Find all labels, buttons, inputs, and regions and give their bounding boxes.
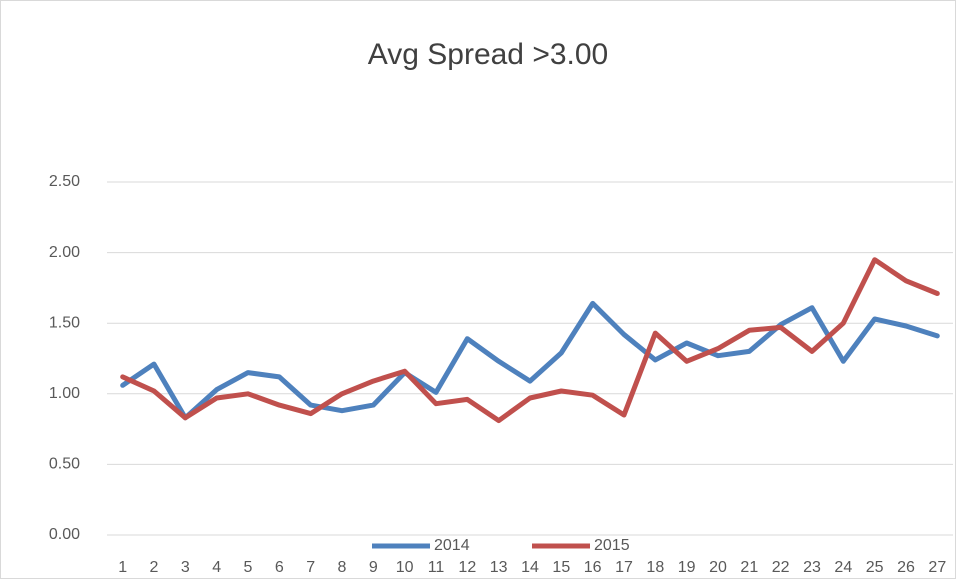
x-tick-label: 24	[834, 559, 852, 576]
x-tick-label: 5	[244, 559, 253, 576]
y-tick-label: 1.00	[49, 385, 80, 402]
x-tick-label: 25	[866, 559, 884, 576]
x-tick-label: 22	[772, 559, 790, 576]
x-tick-label: 8	[338, 559, 347, 576]
data-line	[120, 257, 940, 424]
x-tick-label: 19	[678, 559, 696, 576]
x-tick-label: 4	[212, 559, 221, 576]
y-tick-label: 0.00	[49, 526, 80, 543]
y-tick-label: 2.00	[49, 244, 80, 261]
x-tick-label: 13	[490, 559, 508, 576]
x-tick-label: 15	[552, 559, 570, 576]
legend-label: 2015	[594, 537, 630, 554]
x-tick-label: 27	[928, 559, 946, 576]
x-tick-label: 2	[150, 559, 159, 576]
data-line	[120, 300, 940, 421]
y-tick-label: 2.50	[49, 173, 80, 190]
x-tick-label: 7	[306, 559, 315, 576]
x-tick-label: 6	[275, 559, 284, 576]
x-tick-label: 18	[646, 559, 664, 576]
x-tick-label: 11	[428, 559, 445, 576]
x-tick-label: 9	[369, 559, 378, 576]
legend-label: 2014	[434, 537, 470, 554]
x-tick-label: 1	[118, 559, 127, 576]
x-tick-label: 23	[803, 559, 821, 576]
x-tick-label: 3	[181, 559, 190, 576]
x-tick-label: 21	[740, 559, 758, 576]
x-tick-label: 10	[396, 559, 414, 576]
y-tick-label: 1.50	[49, 314, 80, 331]
x-tick-label: 12	[458, 559, 476, 576]
x-tick-label: 14	[521, 559, 539, 576]
x-tick-label: 16	[584, 559, 602, 576]
x-tick-label: 17	[615, 559, 633, 576]
chart-title: Avg Spread >3.00	[368, 38, 608, 71]
x-tick-label: 26	[897, 559, 915, 576]
x-tick-label: 20	[709, 559, 727, 576]
y-tick-label: 0.50	[49, 456, 80, 473]
